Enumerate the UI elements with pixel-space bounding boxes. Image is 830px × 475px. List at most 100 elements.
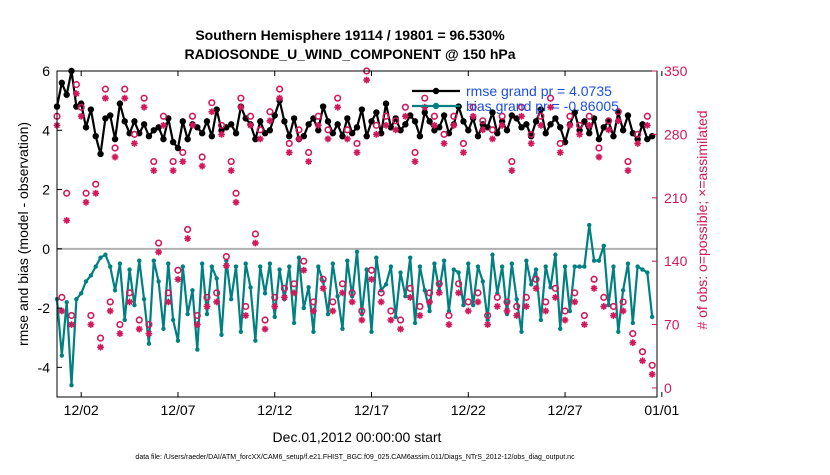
rmse-point xyxy=(82,124,90,131)
bias-point xyxy=(408,255,413,260)
possible-obs-marker xyxy=(58,293,66,301)
assimilated-obs-marker-part xyxy=(116,330,123,337)
assimilated-obs-marker xyxy=(518,112,525,120)
assimilated-obs-marker-part xyxy=(392,126,399,133)
possible-obs-marker xyxy=(271,293,279,301)
assimilated-obs-marker-part xyxy=(276,95,283,102)
bias-point xyxy=(59,353,65,358)
possible-obs-marker xyxy=(314,112,322,120)
assimilated-obs-marker-part xyxy=(479,126,486,133)
assimilated-obs-marker-part xyxy=(320,285,327,292)
possible-obs-marker xyxy=(624,157,632,166)
assimilated-obs-marker xyxy=(213,298,221,306)
bias-point xyxy=(533,267,539,272)
assimilated-obs-marker-part xyxy=(644,122,651,129)
assimilated-obs-marker-part xyxy=(610,312,617,319)
assimilated-obs-marker xyxy=(474,298,482,306)
bias-point xyxy=(272,314,277,320)
rmse-point xyxy=(315,127,322,134)
assimilated-obs-marker-part xyxy=(402,113,409,120)
assimilated-obs-marker-part xyxy=(494,303,501,310)
possible-obs-marker xyxy=(290,280,298,288)
assimilated-obs-marker-part xyxy=(387,317,394,323)
possible-obs-marker xyxy=(72,80,80,89)
rmse-point xyxy=(286,133,293,140)
bias-point xyxy=(258,264,263,269)
possible-obs-marker xyxy=(556,139,564,148)
rmse-point xyxy=(581,118,588,125)
bias-point xyxy=(548,285,553,290)
assimilated-obs-marker xyxy=(551,293,559,301)
bias-point xyxy=(238,329,244,334)
assimilated-obs-marker xyxy=(164,298,172,306)
bias-point xyxy=(499,264,505,269)
bias-point xyxy=(345,258,350,263)
rmse-point xyxy=(145,133,153,140)
possible-obs-marker xyxy=(111,144,119,152)
assimilated-obs-marker xyxy=(508,167,516,175)
possible-obs-marker xyxy=(508,157,516,166)
possible-obs-marker xyxy=(280,284,289,292)
assimilated-obs-marker-part xyxy=(431,122,438,129)
rmse-point xyxy=(107,112,114,119)
assimilated-obs-marker-part xyxy=(620,308,627,314)
assimilated-obs-marker xyxy=(561,316,569,324)
bias-point xyxy=(369,329,374,334)
possible-obs-marker xyxy=(421,94,429,102)
assimilated-obs-marker-part xyxy=(73,90,80,97)
possible-obs-marker xyxy=(387,307,395,315)
possible-obs-marker xyxy=(643,112,651,120)
assimilated-obs-marker xyxy=(111,153,119,161)
y-tick-label-right: 140 xyxy=(664,253,688,269)
possible-obs-marker xyxy=(101,85,109,93)
rmse-point xyxy=(542,130,549,137)
bias-point xyxy=(558,326,563,332)
assimilated-obs-marker xyxy=(489,135,496,143)
assimilated-obs-marker-part xyxy=(281,294,288,301)
rmse-point xyxy=(353,124,361,131)
rmse-point xyxy=(532,118,540,125)
assimilated-obs-marker-part xyxy=(247,122,254,129)
assimilated-obs-marker-part xyxy=(242,312,249,319)
possible-obs-marker xyxy=(411,148,419,157)
possible-obs-marker xyxy=(208,99,216,107)
assimilated-obs-marker-part xyxy=(625,167,631,174)
assimilated-obs-marker xyxy=(484,321,492,328)
assimilated-obs-marker xyxy=(256,135,264,143)
assimilated-obs-marker xyxy=(343,135,351,143)
assimilated-obs-marker xyxy=(295,135,303,143)
assimilated-obs-marker-part xyxy=(78,113,85,120)
bias-point xyxy=(490,252,495,257)
assimilated-obs-marker xyxy=(261,325,269,333)
assimilated-obs-marker xyxy=(503,307,511,315)
assimilated-obs-marker-part xyxy=(445,321,452,328)
assimilated-obs-marker xyxy=(368,275,375,283)
possible-obs-marker xyxy=(353,139,361,148)
possible-obs-marker xyxy=(445,311,453,320)
possible-obs-marker xyxy=(600,293,608,301)
assimilated-obs-marker xyxy=(382,121,390,129)
bias-point xyxy=(461,302,466,308)
assimilated-obs-marker-part xyxy=(175,276,181,283)
assimilated-obs-marker xyxy=(392,126,400,134)
rmse-point xyxy=(348,130,356,137)
assimilated-obs-marker xyxy=(440,140,448,147)
assimilated-obs-marker xyxy=(435,289,443,297)
possible-obs-marker xyxy=(338,280,347,288)
assimilated-obs-marker xyxy=(377,298,385,306)
possible-obs-marker xyxy=(179,148,187,157)
assimilated-obs-marker xyxy=(251,239,259,247)
rmse-point xyxy=(494,130,501,137)
rmse-point xyxy=(440,112,448,119)
assimilated-obs-marker xyxy=(116,330,124,338)
rmse-point xyxy=(300,133,307,140)
assimilated-obs-marker xyxy=(160,121,167,129)
bias-point xyxy=(325,311,331,317)
assimilated-obs-marker xyxy=(397,325,404,333)
assimilated-obs-marker xyxy=(421,103,429,111)
possible-obs-marker xyxy=(227,157,235,166)
rmse-point xyxy=(203,118,211,125)
tick-layer: 12/02 12/07 12/12 12/17 12/22 12/27 01/01 -4 -2 0… xyxy=(38,63,688,418)
assimilated-obs-marker xyxy=(493,303,501,310)
assimilated-obs-marker-part xyxy=(475,298,481,305)
